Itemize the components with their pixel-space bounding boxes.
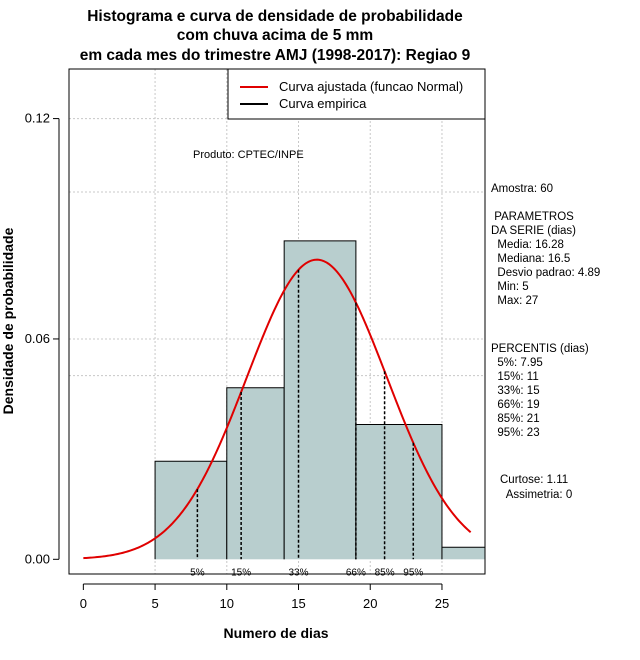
stats-line-11: 33%: 15 xyxy=(491,385,540,397)
percentile-label-0: 5% xyxy=(190,567,205,578)
axes: 0 5 10 15 20 25 0.00 0.06 0.12 xyxy=(25,111,450,611)
x-tick-label-1: 5 xyxy=(151,596,158,611)
stats-line-13: 85%: 21 xyxy=(491,413,540,425)
stats-line-9: 5%: 7.95 xyxy=(491,357,543,369)
x-axis-title: Numero de dias xyxy=(223,625,328,641)
percentile-label-5: 95% xyxy=(403,567,423,578)
normal-curve xyxy=(83,258,472,560)
y-tick-label-1: 0.06 xyxy=(25,331,50,346)
percentile-label-4: 85% xyxy=(375,567,395,578)
histogram-bar-2 xyxy=(284,240,356,560)
percentile-label-2: 33% xyxy=(289,567,309,578)
y-tick-label-0: 0.00 xyxy=(25,551,50,566)
histogram-bar-1 xyxy=(226,387,285,560)
histogram-bar-3 xyxy=(355,424,442,560)
stats-line-0: Amostra: 60 xyxy=(491,183,553,195)
normal-curve-layer xyxy=(83,258,472,560)
product-annotation: Produto: CPTEC/INPE xyxy=(193,149,304,161)
stats-line-12: 66%: 19 xyxy=(491,399,540,411)
stats-line-14: 95%: 23 xyxy=(491,427,540,439)
histogram-bar-4 xyxy=(441,547,485,560)
stats-line-7: Max: 27 xyxy=(491,295,538,307)
y-axis-title: Densidade de probabilidade xyxy=(0,227,16,414)
stats-line-5: Desvio padrao: 4.89 xyxy=(491,267,600,279)
x-tick-label-5: 25 xyxy=(435,596,449,611)
legend-label-empirical: Curva empirica xyxy=(279,96,367,111)
stats-line-10: 15%: 11 xyxy=(491,371,539,383)
stats-line-15: Curtose: 1.11 xyxy=(500,474,568,486)
stats-line-1: PARAMETROS xyxy=(491,211,574,223)
legend-box xyxy=(227,68,486,120)
stats-line-4: Mediana: 16.5 xyxy=(491,253,570,265)
x-tick-label-3: 15 xyxy=(291,596,305,611)
stats-line-2: DA SERIE (dias) xyxy=(491,225,576,237)
legend-label-fitted: Curva ajustada (funcao Normal) xyxy=(279,79,463,94)
stats-line-3: Media: 16.28 xyxy=(491,239,564,251)
percentile-lines: 5% 15% 33% 66% 85% 95% xyxy=(190,269,423,578)
chart-title-line-2: com chuva acima de 5 mm xyxy=(177,27,373,44)
x-tick-label-4: 20 xyxy=(363,596,377,611)
x-tick-label-0: 0 xyxy=(80,596,87,611)
chart-title-line-1: Histograma e curva de densidade de proba… xyxy=(87,8,463,25)
x-tick-label-2: 10 xyxy=(220,596,234,611)
percentile-label-1: 15% xyxy=(231,567,251,578)
stats-line-16: Assimetria: 0 xyxy=(500,489,572,501)
chart-title-line-3: em cada mes do trimestre AMJ (1998-2017)… xyxy=(80,47,471,64)
histogram-bar-outline-3 xyxy=(355,424,443,560)
percentile-label-3: 66% xyxy=(346,567,366,578)
stats-line-6: Min: 5 xyxy=(491,281,529,293)
y-tick-label-2: 0.12 xyxy=(25,111,50,126)
stats-panel: Amostra: 60 PARAMETROS DA SERIE (dias) Me… xyxy=(491,183,600,501)
histogram-bars xyxy=(154,240,486,560)
stats-line-8: PERCENTIS (dias) xyxy=(491,343,589,355)
legend: Curva ajustada (funcao Normal) Curva emp… xyxy=(227,68,486,120)
histogram-bar-0 xyxy=(155,461,227,560)
